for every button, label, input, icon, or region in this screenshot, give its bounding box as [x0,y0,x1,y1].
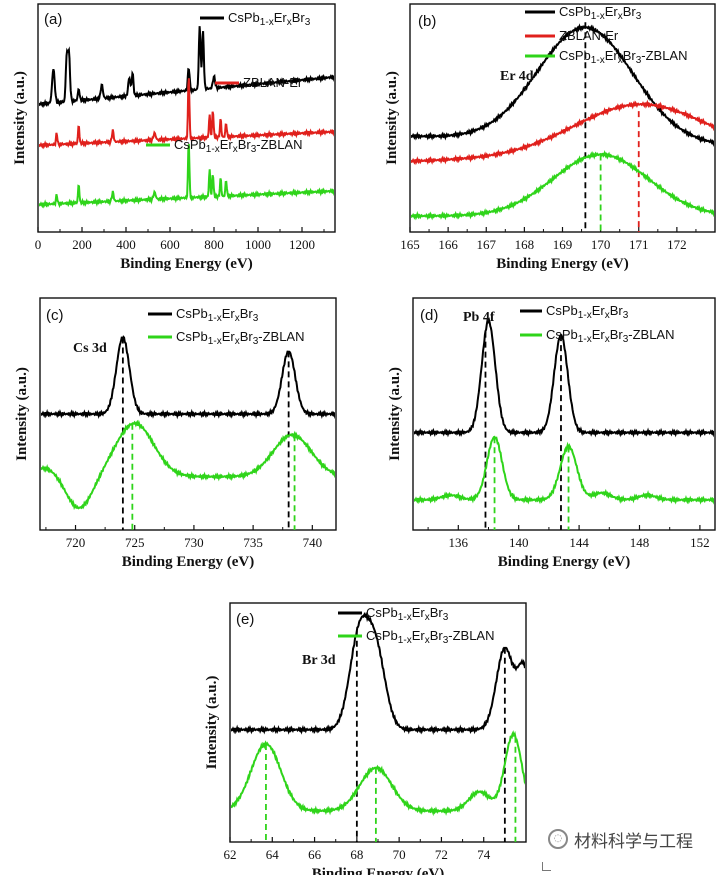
x-tick-label: 148 [630,535,650,550]
y-axis-label: Intensity (a.u.) [204,676,220,770]
series-line [41,335,335,420]
plot-frame [39,297,337,531]
series-line [231,611,525,736]
panel-c: 720 725 730 735 740 Binding Energy (eV) Intens… [14,297,337,570]
panel-label: (e) [236,611,254,628]
x-tick-label: 0 [35,237,42,252]
x-tick-label: 136 [449,535,469,550]
x-tick-label: 1000 [245,237,271,252]
legend-label: CsPb1-xErxBr3-ZBLAN [559,48,688,66]
watermark: ◌ 材料科学与工程 [548,826,718,852]
x-axis-label: Binding Energy (eV) [122,554,255,570]
x-tick-label: 600 [160,237,180,252]
x-tick-label: 68 [350,847,363,862]
panel-e: 62 64 66 68 70 72 74 Binding Energy (eV) Intensi… [204,602,527,875]
x-tick-label: 72 [435,847,448,862]
x-tick-label: 152 [690,535,710,550]
corner-mark [542,862,551,871]
x-tick-label: 167 [477,237,497,252]
legend-label: CsPb1-xErxBr3-ZBLAN [366,628,495,646]
panel-label: (b) [418,13,436,30]
x-tick-label: 200 [72,237,92,252]
x-tick-label: 165 [400,237,420,252]
x-tick-label: 169 [553,237,573,252]
y-axis-label: Intensity (a.u.) [384,71,400,165]
series-line [411,99,714,166]
panel-label: (a) [44,11,62,28]
x-axis-label: Binding Energy (eV) [312,866,445,875]
legend-label: CsPb1-xErxBr3-ZBLAN [174,137,303,155]
x-tick-label: 140 [509,535,529,550]
x-tick-label: 730 [184,535,204,550]
legend-label: CsPb1-xErxBr3-ZBLAN [546,327,675,345]
series-line [231,730,525,817]
plot-frame [37,3,336,233]
watermark-text: 材料科学与工程 [574,831,693,852]
legend-label: CsPb1-xErxBr3-ZBLAN [176,329,305,347]
x-tick-label: 720 [66,535,86,550]
x-tick-label: 166 [438,237,458,252]
x-tick-label: 740 [303,535,323,550]
x-tick-label: 144 [569,535,589,550]
x-axis-label: Binding Energy (eV) [496,256,629,272]
peak-annotation: Pb 4f [463,310,495,325]
legend-label: CsPb1-xErxBr3 [228,10,311,28]
series-line [41,419,335,511]
y-axis-label: Intensity (a.u.) [387,367,403,461]
legend-label: CsPb1-xErxBr3 [176,306,259,324]
x-tick-label: 172 [667,237,687,252]
series-line [414,316,714,438]
x-tick-label: 168 [515,237,535,252]
legend-label: CsPb1-xErxBr3 [559,4,642,22]
legend-label: CsPb1-xErxBr3 [546,303,629,321]
series-line [411,23,714,147]
panel-d: 136 140 144 148 152 Binding Energy (eV) Intens… [387,297,716,570]
x-tick-label: 171 [629,237,649,252]
y-axis-label: Intensity (a.u.) [14,367,30,461]
x-tick-label: 62 [224,847,237,862]
peak-annotation: Br 3d [302,653,336,668]
x-tick-label: 170 [591,237,611,252]
series-line [39,144,334,209]
x-tick-label: 1200 [289,237,315,252]
x-tick-label: 66 [308,847,322,862]
wechat-icon: ◌ [548,829,568,849]
y-axis-label: Intensity (a.u.) [12,71,28,165]
x-tick-label: 800 [204,237,224,252]
panel-a: 0 200 400 600 800 1000 1200 Binding Energy (eV)… [12,3,336,272]
x-axis-label: Binding Energy (eV) [498,554,631,570]
legend-label: ZBLAN-Er [559,28,619,43]
series-line [39,26,334,109]
x-axis-label: Binding Energy (eV) [120,256,253,272]
series-line [39,78,334,150]
x-tick-label: 74 [477,847,491,862]
series-line [414,435,714,505]
x-tick-label: 735 [243,535,263,550]
legend-label: ZBLAN-Er [243,75,303,90]
panel-b: 165 166 167 168 169 170 171 172 Binding Energy (… [384,3,716,272]
x-tick-label: 70 [393,847,406,862]
peak-annotation: Er 4d [500,69,534,84]
plot-frame [412,297,716,531]
peak-annotation: Cs 3d [73,341,107,356]
legend-label: CsPb1-xErxBr3 [366,605,449,623]
x-tick-label: 400 [116,237,136,252]
panel-label: (d) [420,307,438,324]
panel-label: (c) [46,307,64,324]
series-line [411,149,714,221]
x-tick-label: 725 [125,535,145,550]
x-tick-label: 64 [266,847,280,862]
